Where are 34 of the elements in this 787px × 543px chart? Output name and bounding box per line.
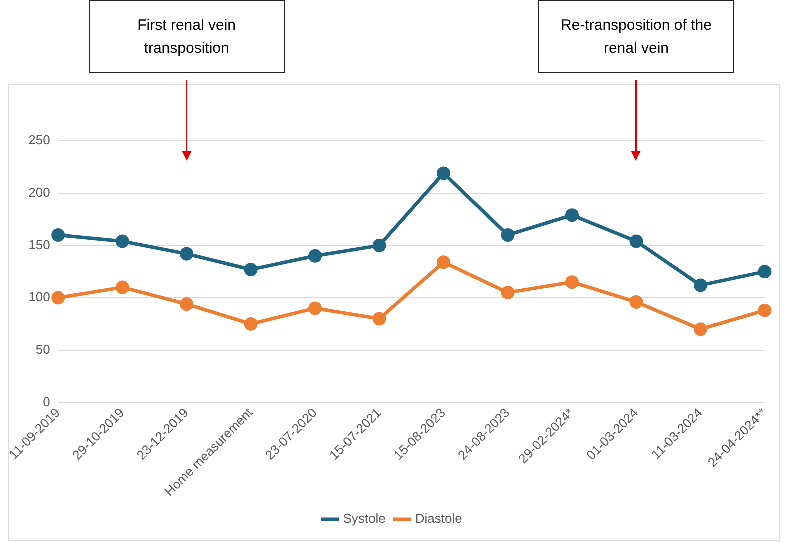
y-tick-label: 150	[28, 237, 50, 252]
point	[372, 312, 386, 326]
legend-label: Systole	[343, 511, 386, 526]
point	[630, 295, 644, 309]
point	[244, 317, 258, 331]
point	[308, 302, 322, 316]
y-tick-label: 50	[36, 342, 50, 357]
point	[308, 249, 322, 263]
point	[52, 228, 66, 242]
point	[694, 322, 708, 336]
text: First renal vein transposition	[88, 0, 285, 73]
legend-label: Diastole	[415, 511, 462, 526]
point	[758, 304, 772, 318]
point	[116, 280, 130, 294]
point	[180, 298, 194, 312]
text: Re-transposition of the renal vein	[538, 0, 734, 73]
point	[758, 265, 772, 279]
point	[372, 238, 386, 252]
point	[501, 286, 515, 300]
point	[566, 208, 579, 222]
point	[501, 228, 515, 242]
point	[116, 234, 130, 248]
point	[566, 276, 579, 290]
y-tick-label: 200	[28, 184, 50, 200]
point	[694, 278, 708, 292]
point	[437, 256, 451, 270]
point	[630, 234, 644, 248]
point	[52, 291, 66, 305]
point	[180, 247, 194, 261]
point	[437, 166, 451, 180]
y-tick-label: 0	[43, 394, 50, 410]
y-tick-label: 100	[28, 290, 50, 305]
point	[244, 263, 258, 277]
y-tick-label: 250	[28, 132, 50, 148]
